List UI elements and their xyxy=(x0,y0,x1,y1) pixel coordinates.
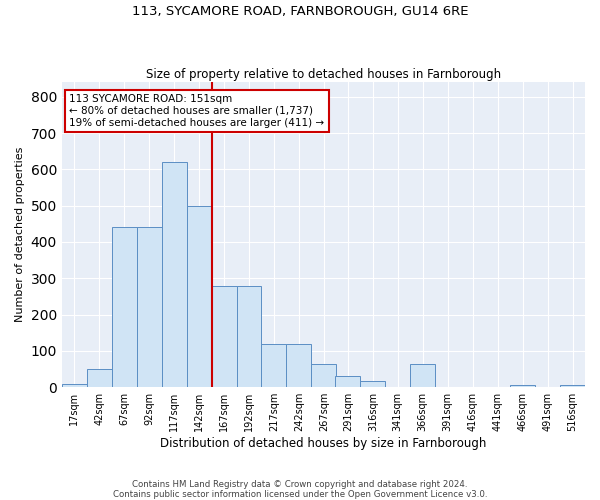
Bar xyxy=(311,364,337,387)
Bar xyxy=(262,344,286,387)
Text: 113 SYCAMORE ROAD: 151sqm
← 80% of detached houses are smaller (1,737)
19% of se: 113 SYCAMORE ROAD: 151sqm ← 80% of detac… xyxy=(69,94,325,128)
Title: Size of property relative to detached houses in Farnborough: Size of property relative to detached ho… xyxy=(146,68,501,81)
Text: 113, SYCAMORE ROAD, FARNBOROUGH, GU14 6RE: 113, SYCAMORE ROAD, FARNBOROUGH, GU14 6R… xyxy=(132,5,468,18)
Text: Contains HM Land Registry data © Crown copyright and database right 2024.
Contai: Contains HM Land Registry data © Crown c… xyxy=(113,480,487,499)
Bar xyxy=(236,286,262,387)
X-axis label: Distribution of detached houses by size in Farnborough: Distribution of detached houses by size … xyxy=(160,437,487,450)
Bar xyxy=(286,344,311,387)
Bar xyxy=(87,369,112,387)
Bar xyxy=(161,162,187,387)
Bar xyxy=(187,206,212,387)
Bar xyxy=(335,376,361,387)
Bar xyxy=(112,228,137,387)
Y-axis label: Number of detached properties: Number of detached properties xyxy=(15,147,25,322)
Bar xyxy=(62,384,87,387)
Bar xyxy=(510,384,535,387)
Bar xyxy=(361,380,385,387)
Bar xyxy=(212,286,236,387)
Bar xyxy=(560,386,585,387)
Bar xyxy=(410,364,435,387)
Bar xyxy=(137,228,161,387)
